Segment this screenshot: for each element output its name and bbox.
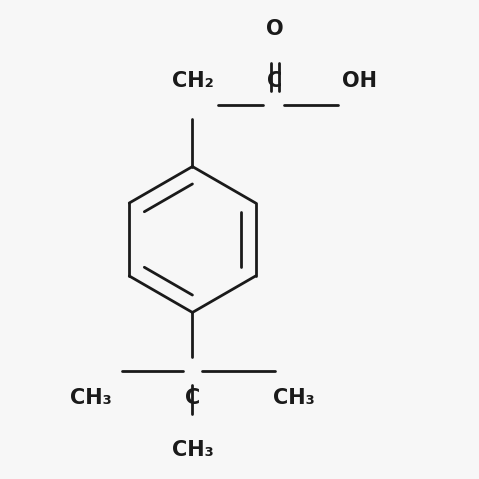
Text: CH₃: CH₃ [171,440,213,459]
Text: O: O [266,20,284,39]
Text: CH₃: CH₃ [70,388,112,408]
Text: C: C [267,71,283,91]
Text: CH₂: CH₂ [171,71,213,91]
Text: CH₃: CH₃ [273,388,315,408]
Text: C: C [185,388,200,408]
Text: OH: OH [342,71,377,91]
